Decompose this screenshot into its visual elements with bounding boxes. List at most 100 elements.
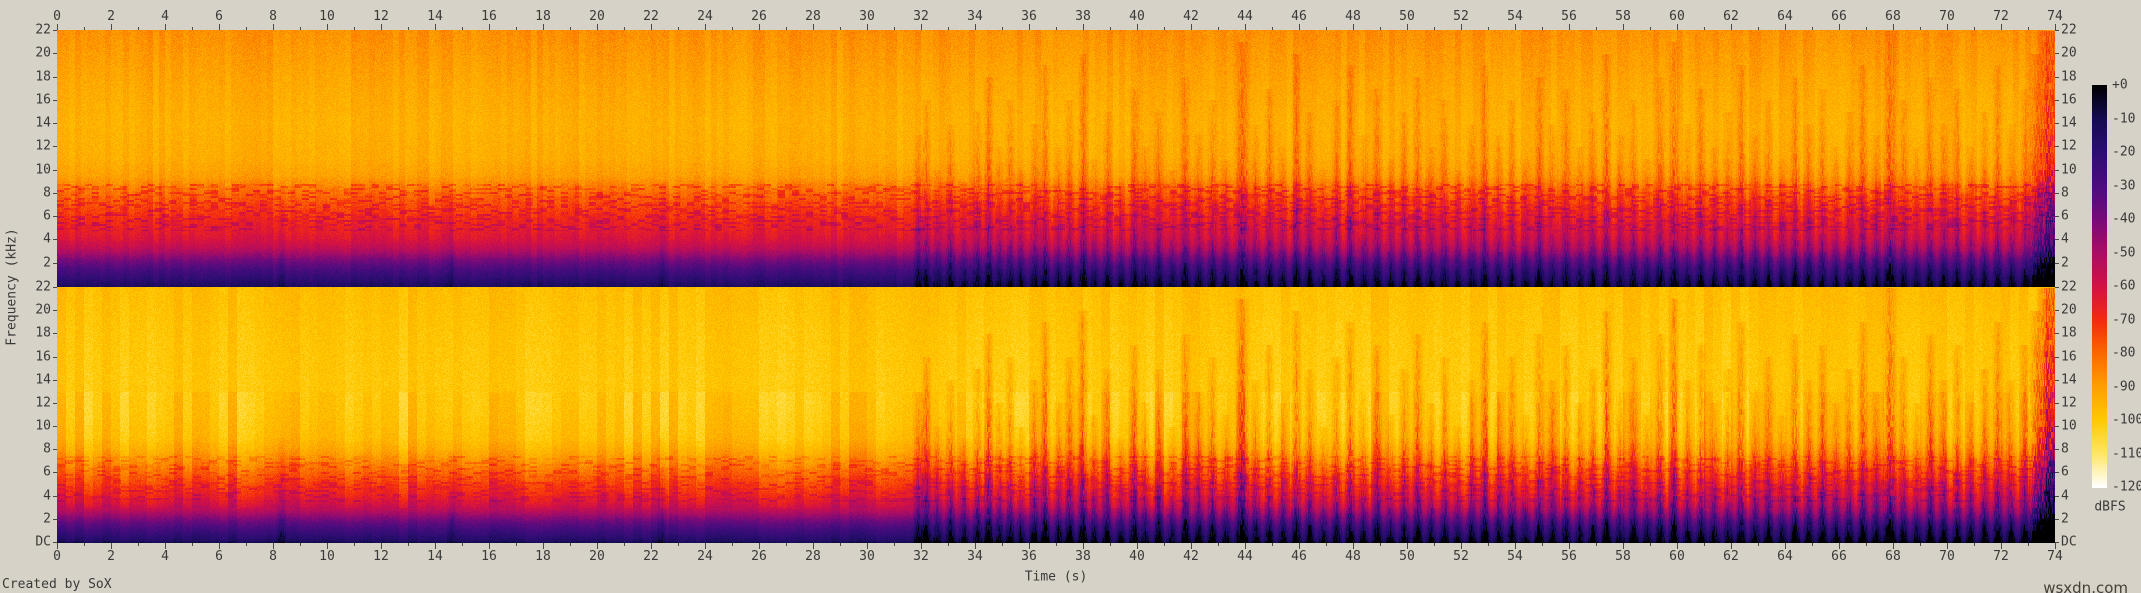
x-major-tick	[111, 24, 112, 30]
y-tick-label: 20	[2061, 302, 2077, 318]
x-tick-label: 12	[373, 9, 389, 24]
x-minor-tick	[732, 543, 733, 546]
colorbar-tick-label: -110	[2112, 446, 2141, 461]
y-tick-label: 18	[35, 69, 51, 85]
x-minor-tick	[1272, 27, 1273, 30]
x-tick-label: 50	[1399, 9, 1415, 24]
y-tick-label: 6	[43, 208, 51, 224]
x-minor-tick	[624, 27, 625, 30]
x-tick-label: 72	[1993, 549, 2009, 564]
colorbar-title: dBFS	[2094, 499, 2126, 515]
y-dc-label: DC	[2061, 534, 2077, 550]
x-major-tick	[1569, 543, 1570, 549]
x-major-tick	[1839, 543, 1840, 549]
x-minor-tick	[300, 27, 301, 30]
x-minor-tick	[1758, 27, 1759, 30]
x-minor-tick	[84, 543, 85, 546]
y-tick	[53, 333, 57, 335]
y-tick-label: 2	[43, 511, 51, 527]
x-tick-label: 64	[1777, 9, 1793, 24]
x-major-tick	[1137, 543, 1138, 549]
x-tick-label: 44	[1237, 549, 1253, 564]
y-tick	[53, 449, 57, 451]
x-minor-tick	[516, 543, 517, 546]
x-major-tick	[489, 543, 490, 549]
x-major-tick	[975, 24, 976, 30]
x-tick-label: 8	[269, 549, 277, 564]
y-tick	[2055, 310, 2059, 312]
y-tick	[2055, 169, 2059, 171]
x-major-tick	[867, 543, 868, 549]
x-tick-label: 34	[967, 9, 983, 24]
x-tick-label: 40	[1129, 9, 1145, 24]
x-tick-label: 48	[1345, 9, 1361, 24]
y-tick	[53, 379, 57, 381]
y-tick	[53, 30, 57, 31]
x-major-tick	[651, 543, 652, 549]
x-minor-tick	[1164, 543, 1165, 546]
x-major-tick	[1785, 24, 1786, 30]
x-major-tick	[57, 24, 58, 30]
x-tick-label: 58	[1615, 549, 1631, 564]
x-major-tick	[597, 543, 598, 549]
y-tick-label: 10	[2061, 162, 2077, 178]
x-tick-label: 14	[427, 9, 443, 24]
x-tick-label: 56	[1561, 9, 1577, 24]
x-tick-label: 16	[481, 9, 497, 24]
x-major-tick	[1191, 543, 1192, 549]
x-minor-tick	[192, 543, 193, 546]
x-tick-label: 12	[373, 549, 389, 564]
colorbar-tick-label: -80	[2112, 345, 2136, 361]
x-minor-tick	[1704, 27, 1705, 30]
y-tick-label: 20	[35, 45, 51, 61]
y-tick	[53, 239, 57, 241]
x-major-tick	[2055, 543, 2056, 549]
colorbar-tick-label: -100	[2112, 412, 2141, 428]
x-minor-tick	[2028, 543, 2029, 546]
x-minor-tick	[2028, 27, 2029, 30]
x-minor-tick	[1488, 27, 1489, 30]
x-tick-label: 2	[107, 549, 115, 564]
x-major-tick	[1245, 543, 1246, 549]
x-tick-label: 6	[215, 9, 223, 24]
x-tick-label: 70	[1939, 9, 1955, 24]
y-tick-label: 22	[35, 279, 51, 295]
x-major-tick	[489, 24, 490, 30]
y-tick	[2055, 76, 2059, 78]
x-tick-label: 44	[1237, 9, 1253, 24]
y-tick-label: 22	[35, 22, 51, 38]
x-minor-tick	[1542, 543, 1543, 546]
x-major-tick	[1191, 24, 1192, 30]
y-tick-label: 6	[2061, 208, 2069, 224]
x-minor-tick	[840, 543, 841, 546]
x-minor-tick	[1380, 543, 1381, 546]
y-tick	[53, 123, 57, 125]
x-major-tick	[1029, 543, 1030, 549]
x-major-tick	[1785, 543, 1786, 549]
x-major-tick	[381, 543, 382, 549]
x-minor-tick	[570, 543, 571, 546]
x-major-tick	[813, 24, 814, 30]
x-tick-label: 14	[427, 549, 443, 564]
x-minor-tick	[1056, 27, 1057, 30]
x-minor-tick	[1920, 543, 1921, 546]
x-tick-label: 28	[805, 9, 821, 24]
y-tick-label: 2	[2061, 511, 2069, 527]
x-tick-label: 42	[1183, 9, 1199, 24]
x-major-tick	[1623, 24, 1624, 30]
x-major-tick	[1893, 543, 1894, 549]
y-tick	[53, 472, 57, 474]
colorbar-tick-label: -30	[2112, 178, 2136, 193]
y-tick	[53, 402, 57, 404]
x-minor-tick	[1812, 543, 1813, 546]
x-minor-tick	[1434, 27, 1435, 30]
y-tick-label: 16	[35, 92, 51, 108]
y-tick-label: 12	[35, 395, 51, 411]
x-minor-tick	[1596, 27, 1597, 30]
x-minor-tick	[1218, 27, 1219, 30]
x-major-tick	[327, 543, 328, 549]
x-minor-tick	[1110, 27, 1111, 30]
x-minor-tick	[894, 543, 895, 546]
x-tick-label: 54	[1507, 549, 1523, 564]
x-minor-tick	[678, 543, 679, 546]
